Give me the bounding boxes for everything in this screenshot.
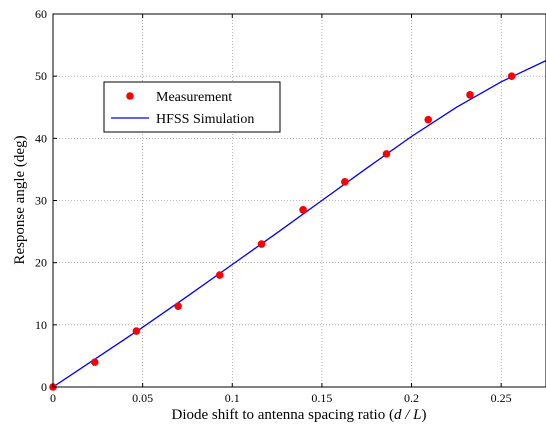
y-tick-label: 60 <box>35 7 47 21</box>
x-tick-label: 0.15 <box>311 391 332 405</box>
x-tick-label: 0.25 <box>491 391 512 405</box>
x-axis-label-italic: d / L <box>394 407 422 423</box>
measurement-point <box>382 150 391 158</box>
y-axis-label: Response angle (deg) <box>12 135 28 264</box>
measurement-point <box>174 302 182 310</box>
legend-measurement-label: Measurement <box>156 90 232 105</box>
x-axis-label: Diode shift to antenna spacing ratio (d … <box>172 407 427 423</box>
y-tick-label: 30 <box>35 194 47 208</box>
legend: Measurement HFSS Simulation <box>103 81 281 133</box>
x-axis-label-end: ) <box>421 407 426 423</box>
legend-simulation-label: HFSS Simulation <box>156 112 254 127</box>
measurement-point <box>90 358 99 366</box>
legend-box <box>103 81 281 133</box>
measurement-point <box>257 240 266 248</box>
x-tick-label: 0.05 <box>132 391 153 405</box>
measurement-point <box>215 271 224 279</box>
legend-measurement-marker <box>126 92 134 100</box>
y-tick-label: 0 <box>41 380 47 394</box>
measurement-point <box>466 91 474 99</box>
y-tick-label: 20 <box>35 256 47 270</box>
measurement-point <box>299 206 307 214</box>
x-axis-label-main: Diode shift to antenna spacing ratio ( <box>172 407 394 423</box>
x-tick-label: 0.1 <box>225 391 240 405</box>
measurement-point <box>507 72 516 80</box>
measurement-point <box>424 115 433 124</box>
measurement-point <box>132 327 141 335</box>
measurement-point <box>341 178 349 186</box>
y-tick-label: 40 <box>35 131 47 145</box>
x-tick-label: 0.2 <box>404 391 419 405</box>
measurement-series <box>49 72 516 391</box>
y-tick-label: 10 <box>35 318 47 332</box>
x-tick-label: 0 <box>50 391 56 405</box>
y-tick-label: 50 <box>35 69 47 83</box>
axis-ticks: 0 0.05 0.1 0.15 0.2 0.25 0 10 20 30 40 50 60 <box>35 7 512 405</box>
